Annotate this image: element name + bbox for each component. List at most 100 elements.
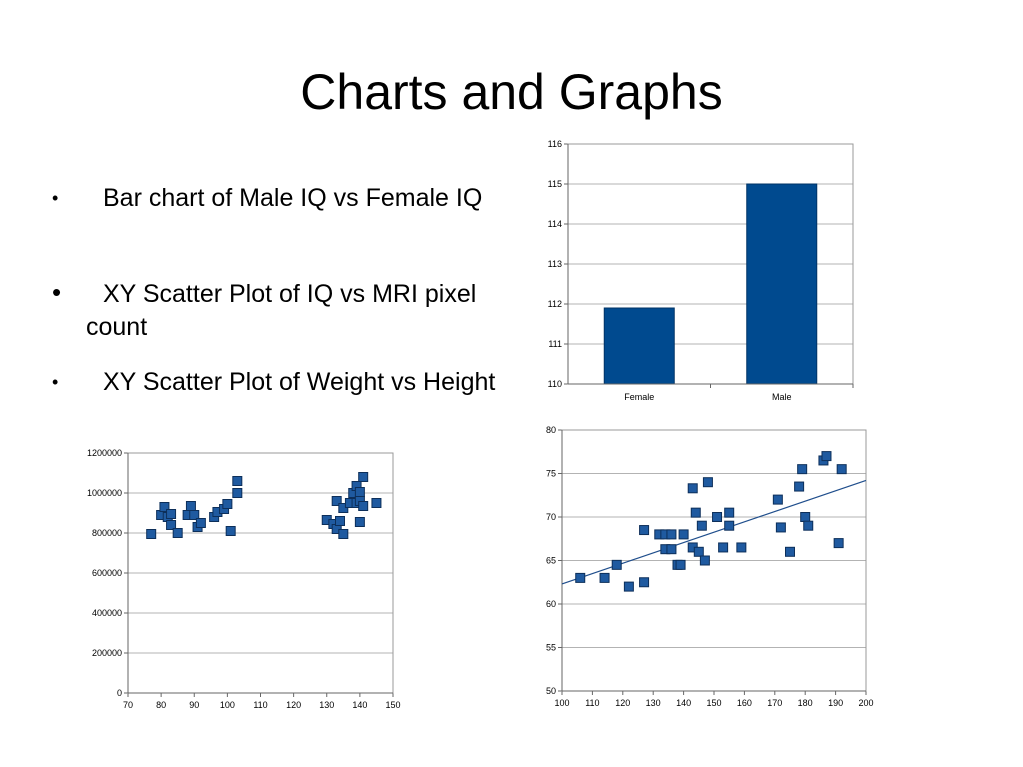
data-point [712, 512, 723, 522]
y-tick-label: 80 [546, 425, 556, 435]
y-tick-label: 800000 [92, 528, 122, 538]
x-tick-label: 140 [676, 698, 691, 708]
bullet-item: • Bar chart of Male IQ vs Female IQ [48, 182, 516, 215]
bar [603, 307, 675, 385]
x-tick-label: 190 [828, 698, 843, 708]
data-point [797, 464, 808, 475]
data-point [724, 507, 735, 518]
x-tick-label: 90 [189, 700, 199, 710]
data-point [800, 512, 811, 522]
data-point [702, 477, 713, 488]
x-tick-label: 140 [352, 700, 367, 710]
data-point [232, 488, 243, 498]
bullet-text: XY Scatter Plot of Weight vs Height [103, 368, 496, 396]
data-point [611, 559, 622, 570]
y-tick-label: 112 [548, 299, 562, 309]
data-point [335, 516, 345, 526]
y-tick-label: 600000 [92, 568, 122, 578]
data-point [222, 499, 233, 509]
y-tick-label: 115 [548, 179, 562, 189]
bullet-item: • XY Scatter Plot of IQ vs MRI pixel cou… [48, 277, 516, 344]
data-point [678, 529, 689, 540]
data-point [189, 510, 200, 520]
y-tick-label: 60 [546, 599, 556, 609]
x-tick-label: 80 [156, 700, 166, 710]
y-tick-label: 1200000 [87, 448, 122, 458]
data-point [736, 542, 747, 553]
y-tick-label: 116 [548, 139, 562, 149]
data-point [724, 520, 735, 531]
data-point [358, 472, 369, 482]
x-tick-label: 120 [286, 700, 301, 710]
data-point [172, 528, 183, 538]
y-tick-label: 55 [546, 643, 556, 653]
y-tick-label: 200000 [92, 648, 122, 658]
x-tick-label: 150 [385, 700, 400, 710]
y-tick-label: 111 [548, 339, 562, 349]
data-point [354, 487, 365, 497]
bar-chart-iq-by-sex: 110 111 112 113 114 115 116 Female Male [548, 139, 854, 402]
data-point [821, 451, 832, 462]
data-point [354, 517, 365, 527]
data-point [639, 577, 650, 588]
x-tick-label: Female [624, 392, 654, 402]
x-tick-label: 160 [737, 698, 752, 708]
data-point [775, 522, 786, 533]
data-point [836, 464, 847, 475]
data-point [639, 525, 650, 536]
data-point [166, 509, 177, 519]
x-tick-label: Male [772, 392, 792, 402]
data-point [166, 520, 177, 530]
x-tick-label: 120 [615, 698, 630, 708]
y-tick-label: 110 [548, 379, 562, 389]
data-point [232, 476, 243, 486]
data-point [666, 544, 677, 555]
data-point [690, 507, 701, 518]
data-point [696, 520, 707, 531]
data-point [803, 520, 814, 531]
data-point [718, 542, 729, 553]
x-tick-label: 180 [798, 698, 813, 708]
y-tick-label: 114 [548, 219, 562, 229]
y-tick-label: 113 [548, 259, 562, 269]
bullet-dot-icon: • [52, 372, 59, 392]
y-tick-label: 1000000 [87, 488, 122, 498]
x-tick-label: 130 [319, 700, 334, 710]
x-tick-label: 130 [646, 698, 661, 708]
y-tick-label: 400000 [92, 608, 122, 618]
data-point [185, 501, 196, 511]
y-tick-label: 0 [117, 688, 122, 698]
data-point [371, 498, 382, 508]
bullet-text: XY Scatter Plot of IQ vs MRI pixel count [86, 280, 477, 341]
trendline [561, 479, 867, 585]
data-point [666, 529, 677, 540]
x-tick-label: 170 [767, 698, 782, 708]
x-tick-label: 150 [706, 698, 721, 708]
data-point [794, 481, 805, 492]
y-tick-label: 65 [546, 556, 556, 566]
x-tick-label: 110 [585, 698, 599, 708]
data-point [772, 494, 783, 505]
data-point [833, 538, 844, 549]
data-point [599, 572, 610, 583]
bullet-dot-icon: • [52, 188, 59, 208]
slide-title: Charts and Graphs [300, 64, 723, 120]
y-tick-label: 75 [546, 469, 556, 479]
x-tick-label: 200 [858, 698, 873, 708]
x-tick-label: 70 [123, 700, 133, 710]
x-tick-label: 110 [253, 700, 267, 710]
data-point [693, 546, 704, 557]
data-point [785, 546, 795, 557]
data-point [687, 483, 698, 494]
data-point [331, 496, 342, 506]
scatter-chart-iq-vs-mri: 0 200000 400000 600000 800000 1000000 1200000 7… [87, 448, 401, 710]
data-point [575, 572, 586, 583]
bullet-dot-icon: • [52, 277, 62, 307]
data-point [358, 501, 369, 511]
data-point [225, 526, 236, 536]
scatter-chart-weight-vs-height: 50 55 60 65 70 75 80 100 110 120 130 140 150 160 170 18… [546, 425, 874, 708]
y-tick-label: 50 [546, 686, 556, 696]
y-tick-label: 70 [546, 512, 556, 522]
x-tick-label: 100 [220, 700, 235, 710]
